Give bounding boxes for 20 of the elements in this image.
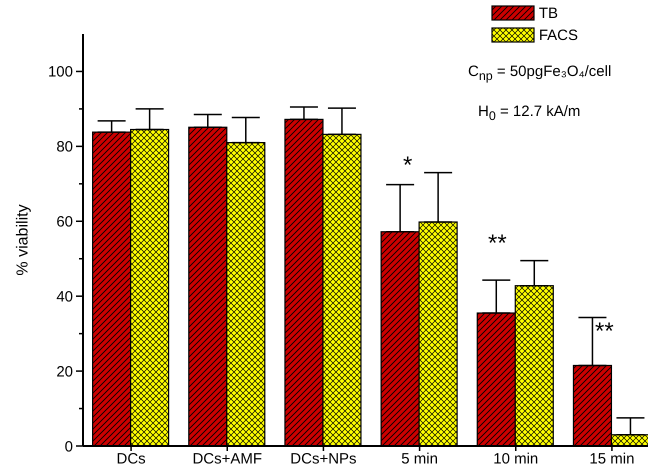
annotation: C$_{np}$ = 50pgFe₃O₄/cell <box>468 63 612 83</box>
x-tick-label: 10 min <box>493 450 538 468</box>
y-tick-label: 20 <box>56 363 73 380</box>
x-tick-label: DCs+AMF <box>192 450 262 468</box>
annotation: H$_{0}$ = 12.7 kA/m <box>478 103 580 123</box>
y-tick-label: 80 <box>56 138 73 156</box>
x-tick-label: 15 min <box>589 450 634 468</box>
y-tick-label: 40 <box>56 288 73 306</box>
x-tick-label: DCs+NPs <box>290 450 357 468</box>
legend-label: TB <box>538 4 558 22</box>
y-tick-label: 60 <box>56 214 73 231</box>
y-tick-label: 0 <box>64 438 73 456</box>
annotation: ** <box>488 230 507 257</box>
annotation: * <box>403 152 412 179</box>
legend-label: FACS <box>538 26 578 44</box>
x-tick-label: DCs <box>116 450 146 468</box>
annotation: ** <box>595 318 614 345</box>
y-tick-label: 100 <box>48 64 73 81</box>
x-tick-label: 5 min <box>401 450 438 468</box>
y-axis-title: % viability <box>14 204 32 276</box>
